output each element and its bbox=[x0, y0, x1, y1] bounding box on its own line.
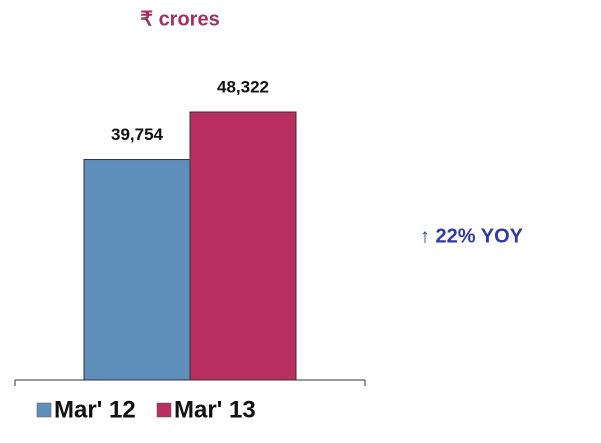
value-label: 39,754 bbox=[111, 125, 164, 144]
legend-swatch bbox=[36, 402, 52, 418]
legend-swatch bbox=[156, 402, 172, 418]
bar bbox=[83, 159, 191, 381]
legend-label: Mar' 12 bbox=[54, 396, 136, 423]
chart-title: ₹ crores bbox=[140, 8, 219, 30]
value-label: 48,322 bbox=[217, 77, 269, 96]
legend-label: Mar' 13 bbox=[174, 396, 256, 423]
bar bbox=[189, 111, 297, 381]
annotation: ↑ 22% YOY bbox=[420, 225, 524, 247]
